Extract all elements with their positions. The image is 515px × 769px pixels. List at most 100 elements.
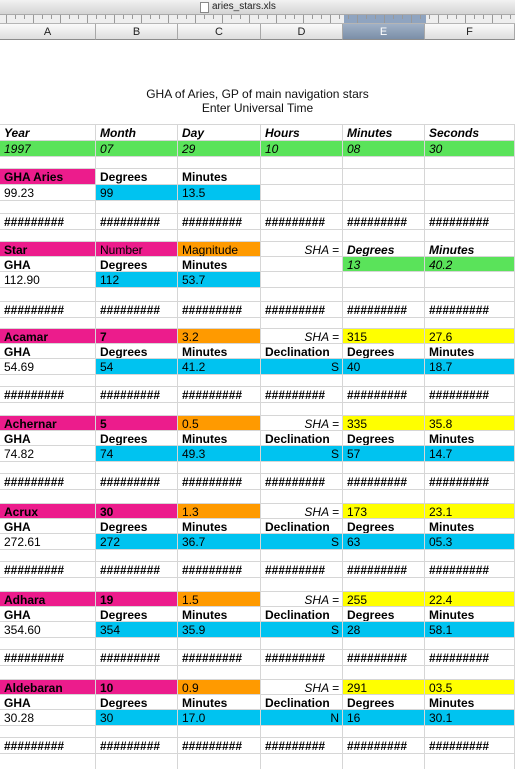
empty-cell[interactable] [261, 549, 343, 565]
gha-value[interactable]: 112.90 [0, 271, 96, 287]
empty-cell[interactable] [261, 665, 343, 681]
sha-label[interactable]: SHA = [261, 591, 343, 607]
overflow-cell-2-a[interactable]: ######### [0, 386, 96, 402]
dec-degrees-label[interactable]: Degrees [343, 343, 425, 359]
declination-label[interactable]: Declination [261, 694, 343, 710]
star-sha-minutes[interactable]: 35.8 [425, 415, 515, 431]
declination-label[interactable]: Declination [261, 343, 343, 359]
gha-minutes-value[interactable]: 53.7 [178, 271, 261, 287]
empty-cell[interactable] [96, 287, 178, 303]
gha-minutes-label[interactable]: Minutes [178, 256, 261, 272]
overflow-cell-4-e[interactable]: ######### [343, 561, 425, 577]
time-label-d[interactable]: Hours [261, 124, 343, 140]
overflow-cell-3-d[interactable]: ######### [261, 473, 343, 489]
star-gha-minutes[interactable]: 41.2 [178, 358, 261, 374]
star-gha-minutes[interactable]: 35.9 [178, 621, 261, 637]
star-gha-value[interactable]: 54.69 [0, 358, 96, 374]
empty-cell[interactable] [0, 317, 96, 333]
column-header-c[interactable]: C [178, 24, 261, 40]
star-declination-degrees[interactable]: 63 [343, 533, 425, 549]
star-gha-minutes[interactable]: 36.7 [178, 533, 261, 549]
overflow-cell-1-c[interactable]: ######### [178, 301, 261, 317]
star-declination-hemisphere[interactable]: S [261, 445, 343, 461]
star-gha-degrees[interactable]: 354 [96, 621, 178, 637]
empty-cell[interactable] [261, 725, 343, 741]
empty-cell[interactable] [0, 577, 96, 593]
star-name[interactable]: Acamar [0, 328, 96, 344]
empty-cell[interactable] [0, 725, 96, 741]
degrees-label[interactable]: Degrees [96, 343, 178, 359]
cell-e[interactable] [343, 271, 425, 287]
empty-cell[interactable] [261, 229, 343, 245]
overflow-cell-5-b[interactable]: ######### [96, 649, 178, 665]
cell-f[interactable] [425, 184, 515, 200]
empty-cell[interactable] [343, 665, 425, 681]
cell-f[interactable] [425, 168, 515, 184]
empty-cell[interactable] [343, 200, 425, 216]
empty-cell[interactable] [343, 577, 425, 593]
empty-cell[interactable] [178, 200, 261, 216]
empty-cell[interactable] [96, 725, 178, 741]
star-declination-hemisphere[interactable]: S [261, 358, 343, 374]
column-header-a[interactable]: A [0, 24, 96, 40]
star-magnitude[interactable]: 3.2 [178, 328, 261, 344]
star-magnitude[interactable]: 0.5 [178, 415, 261, 431]
star-declination-minutes[interactable]: 58.1 [425, 621, 515, 637]
dec-degrees-label[interactable]: Degrees [343, 518, 425, 534]
empty-cell[interactable] [0, 287, 96, 303]
declination-label[interactable]: Declination [261, 430, 343, 446]
overflow-cell-4-c[interactable]: ######### [178, 561, 261, 577]
star-magnitude[interactable]: 0.9 [178, 679, 261, 695]
degrees-label[interactable]: Degrees [96, 694, 178, 710]
empty-cell[interactable] [425, 753, 515, 769]
star-magnitude[interactable]: 1.5 [178, 591, 261, 607]
star-gha-value[interactable]: 354.60 [0, 621, 96, 637]
empty-cell[interactable] [261, 402, 343, 418]
aries-minutes-label[interactable]: Minutes [178, 168, 261, 184]
overflow-cell-1-f[interactable]: ######### [425, 301, 515, 317]
star-declination-degrees[interactable]: 16 [343, 709, 425, 725]
star-declination-minutes[interactable]: 14.7 [425, 445, 515, 461]
empty-cell[interactable] [261, 200, 343, 216]
overflow-cell-0-e[interactable]: ######### [343, 213, 425, 229]
gha-label[interactable]: GHA [0, 343, 96, 359]
star-gha-minutes[interactable]: 49.3 [178, 445, 261, 461]
star-magnitude-label[interactable]: Magnitude [178, 241, 261, 257]
minutes-label[interactable]: Minutes [178, 430, 261, 446]
empty-cell[interactable] [343, 461, 425, 477]
overflow-cell-0-c[interactable]: ######### [178, 213, 261, 229]
empty-cell[interactable] [261, 753, 343, 769]
overflow-cell-5-d[interactable]: ######### [261, 649, 343, 665]
overflow-cell-3-a[interactable]: ######### [0, 473, 96, 489]
time-label-f[interactable]: Seconds [425, 124, 515, 140]
star-declination-minutes[interactable]: 18.7 [425, 358, 515, 374]
empty-cell[interactable] [96, 229, 178, 245]
sha-label[interactable]: SHA = [261, 328, 343, 344]
empty-cell[interactable] [0, 665, 96, 681]
sha-label[interactable]: SHA = [261, 241, 343, 257]
gha-label[interactable]: GHA [0, 694, 96, 710]
cell-e[interactable] [343, 184, 425, 200]
empty-cell[interactable] [261, 374, 343, 390]
empty-cell[interactable] [343, 317, 425, 333]
empty-cell[interactable] [343, 753, 425, 769]
star-gha-degrees[interactable]: 272 [96, 533, 178, 549]
column-header-f[interactable]: F [425, 24, 515, 40]
overflow-cell-2-b[interactable]: ######### [96, 386, 178, 402]
star-number-label[interactable]: Number [96, 241, 178, 257]
aries-degrees-value[interactable]: 99 [96, 184, 178, 200]
empty-cell[interactable] [343, 549, 425, 565]
dec-minutes-label[interactable]: Minutes [425, 606, 515, 622]
column-header-e[interactable]: E [343, 24, 425, 40]
star-gha-degrees[interactable]: 30 [96, 709, 178, 725]
empty-cell[interactable] [178, 317, 261, 333]
dec-minutes-label[interactable]: Minutes [425, 430, 515, 446]
empty-cell[interactable] [343, 229, 425, 245]
star-declination-minutes[interactable]: 30.1 [425, 709, 515, 725]
sha-degrees-input[interactable]: 13 [343, 256, 425, 272]
declination-label[interactable]: Declination [261, 518, 343, 534]
star-sha-degrees[interactable]: 291 [343, 679, 425, 695]
minutes-label[interactable]: Minutes [178, 343, 261, 359]
empty-cell[interactable] [96, 461, 178, 477]
overflow-cell-2-f[interactable]: ######### [425, 386, 515, 402]
